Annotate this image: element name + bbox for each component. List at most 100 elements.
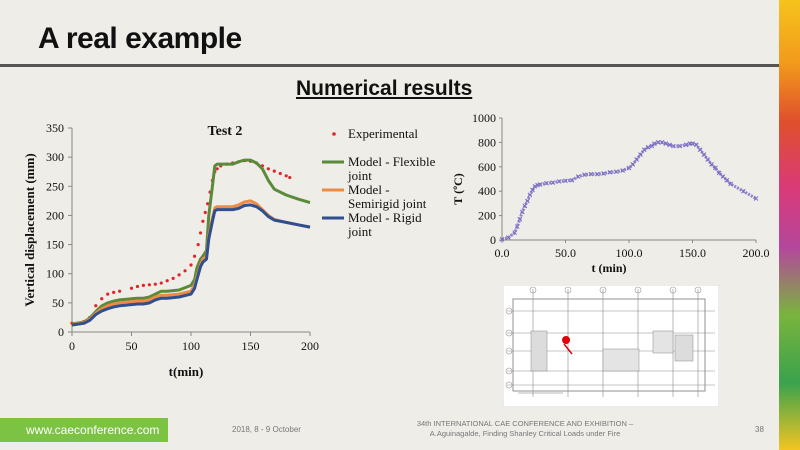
experimental-point [141,283,145,287]
series-line [71,203,311,327]
footer-date: 2018, 8 - 9 October [232,425,301,434]
temperature-point [724,177,730,183]
x-tick-label: 0 [69,339,75,353]
temperature-point [512,230,518,236]
temperature-point [720,174,726,179]
temperature-point [663,141,669,146]
legend-label: Model - [348,182,390,197]
experimental-point [206,202,210,206]
x-tick-label: 200.0 [743,246,770,260]
experimental-point [129,286,134,290]
x-tick-label: 50.0 [555,246,576,260]
temperature-point [575,174,581,179]
temperature-point [641,147,647,153]
x-tick-label: 50 [126,339,138,353]
temperature-point [713,165,718,171]
experimental-point [106,292,110,296]
temperature-point [537,182,543,187]
experimental-point [147,283,151,287]
temperature-point [652,141,657,146]
y-tick-label: 250 [46,179,64,193]
temperature-point [671,143,676,149]
experimental-point [284,174,288,178]
experimental-point [196,242,200,247]
temperature-point [740,188,746,194]
experimental-point [171,276,175,280]
legend-label: Model - Rigid [348,210,422,225]
chart-title: Test 2 [208,124,243,139]
y-tick-label: 1000 [472,111,496,125]
experimental-point [272,169,276,173]
x-axis-label: t(min) [169,364,204,379]
y-tick-label: 800 [478,135,496,149]
legend-label: Semirigid joint [348,196,427,211]
temperature-point [525,198,530,204]
x-tick-label: 100.0 [616,246,643,260]
footer-conference-line1: 34th INTERNATIONAL CAE CONFERENCE AND EX… [416,419,634,428]
experimental-point [278,171,282,176]
legend-label: Experimental [348,126,418,141]
y-axis-label: Vertical displacement (mm) [22,153,37,306]
temperature-point [683,142,689,148]
experimental-point [153,282,157,286]
y-tick-label: 150 [46,238,64,252]
y-tick-label: 0 [490,233,496,247]
page-number: 38 [755,425,764,434]
x-tick-label: 200 [301,339,319,353]
temperature-point [556,179,562,184]
experimental-point [177,273,181,277]
slide-subtitle: Numerical results [296,77,473,100]
displacement-chart: 0 50 100 150 200 250 300 350 0 50 100 150 200 Test 2 t… [22,121,436,379]
temperature-point [532,183,538,189]
temperature-point [697,147,703,153]
temperature-point [630,162,636,167]
experimental-point [192,254,197,258]
footer-conference-line2: A.Aguinagalde, Finding Shanley Critical … [429,429,621,438]
x-tick-label: 0.0 [495,246,510,260]
experimental-point [135,284,140,289]
experimental-point [266,167,270,171]
y-axis-label: T (ºC) [451,173,465,204]
conference-link[interactable]: www.caeconference.com [0,418,168,442]
y-tick-label: 200 [46,208,64,222]
temperature-point [709,162,714,167]
experimental-point [183,269,187,273]
experimental-point [112,290,116,294]
temperature-point [638,152,643,157]
slide-title: A real example [38,22,242,55]
temperature-point [530,187,535,193]
experimental-point [198,231,203,235]
x-tick-label: 150 [242,339,260,353]
temperature-point [655,140,661,145]
temperature-point [550,180,556,186]
temperature-point [594,171,600,177]
title-rule [0,64,780,67]
temperature-point [659,140,665,145]
temperature-point [607,169,613,175]
experimental-point [215,167,219,171]
temperature-point [690,141,695,146]
y-tick-label: 300 [46,150,64,164]
temperature-series [501,140,757,241]
temperature-point [716,170,722,176]
temperature-point [667,142,672,148]
decorative-stripe [779,0,800,450]
y-tick-label: 400 [478,184,496,198]
temperature-point [588,171,594,177]
temperature-point [645,144,651,150]
experimental-point [203,210,207,215]
experimental-point [165,279,169,283]
y-tick-label: 200 [478,209,496,223]
y-tick-label: 600 [478,160,496,174]
temperature-point [613,169,619,175]
experimental-point [159,281,163,285]
temperature-point [626,165,632,171]
y-tick-label: 350 [46,121,64,135]
series-line [71,158,311,326]
x-tick-label: 100 [182,339,200,353]
temperature-point [544,180,549,186]
legend-marker [332,132,336,136]
temperature-point [519,209,525,215]
temperature-point [499,237,505,242]
